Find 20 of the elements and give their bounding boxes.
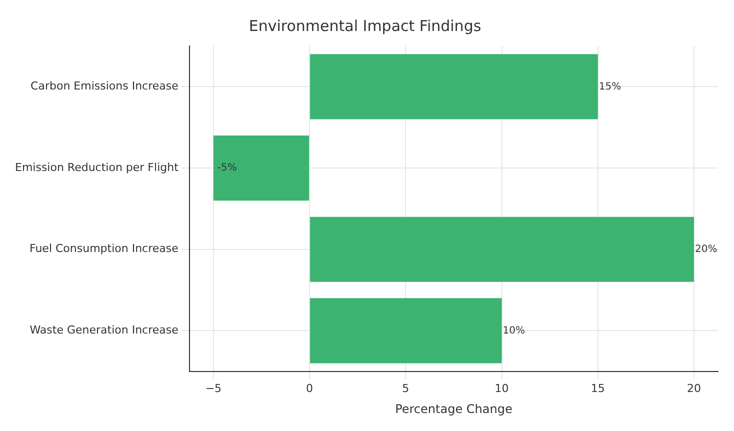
x-tick-label: 20: [686, 382, 701, 395]
data-label: 20%: [694, 244, 718, 255]
data-label: 15%: [598, 81, 622, 92]
bar: [213, 135, 310, 201]
bar: [310, 216, 694, 282]
y-tick-label: Carbon Emissions Increase: [30, 80, 179, 93]
y-tick-label: Emission Reduction per Flight: [14, 160, 180, 174]
bar: [310, 54, 598, 120]
x-tick-label: 0: [306, 382, 314, 395]
x-tick-label: 10: [494, 382, 509, 395]
bar: [310, 298, 502, 364]
x-axis-title: Percentage Change: [395, 402, 512, 416]
data-label: -5%: [217, 162, 237, 174]
x-tick-label: 15: [590, 382, 605, 395]
x-tick-label: −5: [205, 382, 222, 395]
y-tick-label: Waste Generation Increase: [30, 324, 179, 337]
y-tick-label: Fuel Consumption Increase: [29, 242, 179, 256]
chart-title: Environmental Impact Findings: [248, 16, 482, 35]
data-label: 10%: [502, 325, 525, 336]
x-tick-label: 5: [402, 382, 410, 395]
